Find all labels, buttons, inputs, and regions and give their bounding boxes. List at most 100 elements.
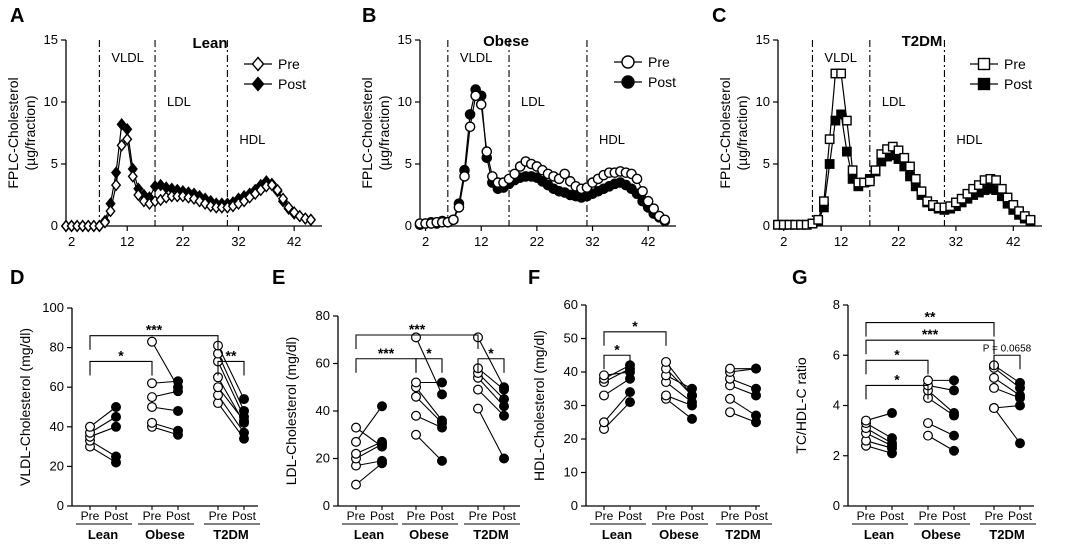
group-label-obese: Obese — [409, 527, 449, 542]
x-tick-label: 12 — [120, 234, 134, 249]
bracket-line — [355, 358, 417, 373]
pair-line — [217, 361, 245, 418]
data-point — [453, 202, 465, 213]
data-point-post — [686, 390, 697, 401]
pair-line — [89, 416, 117, 434]
legend-marker — [251, 56, 265, 72]
series-pre — [773, 68, 1036, 230]
data-point — [110, 178, 122, 192]
pair-line — [603, 378, 631, 396]
data-point — [642, 195, 654, 207]
data-point — [847, 165, 858, 176]
x-tick-label: 12 — [474, 234, 488, 249]
data-point-pre — [351, 479, 362, 490]
data-point-post — [886, 433, 897, 444]
legend-marker — [977, 77, 991, 91]
data-point-post — [624, 397, 635, 408]
data-point — [876, 149, 887, 159]
x-tick-label: 2 — [422, 234, 429, 249]
data-point — [893, 145, 904, 156]
data-point — [1002, 192, 1013, 203]
data-point — [1025, 214, 1036, 225]
zone-label-ldl: LDL — [882, 94, 906, 109]
pair-line — [865, 422, 893, 439]
data-point-post — [437, 455, 448, 466]
bracket-line — [89, 335, 219, 350]
x-tick-label: 2 — [68, 234, 75, 249]
pair-line — [355, 427, 383, 448]
y-tick-label: 0 — [571, 498, 578, 513]
timepoint-label-post: Post — [942, 509, 967, 523]
panel-label: G — [792, 267, 808, 289]
timepoint-label-pre: Pre — [469, 509, 488, 523]
significance-bracket: P = 0.0658 — [983, 343, 1032, 370]
data-point-pre — [84, 421, 95, 432]
group-label-t2dm: T2DM — [725, 527, 760, 542]
panel-title: Obese — [483, 33, 529, 50]
significance-bracket: * — [865, 371, 929, 400]
data-point-post — [173, 405, 184, 416]
significance-label: * — [632, 318, 638, 334]
pair-line — [415, 434, 443, 462]
data-point — [305, 213, 316, 227]
legend-label-post: Post — [278, 76, 306, 92]
pair-line — [477, 337, 505, 388]
bracket-line — [217, 360, 245, 376]
bracket-line — [89, 360, 153, 376]
bracket-line — [865, 339, 995, 355]
data-point — [899, 152, 910, 163]
data-point — [183, 191, 194, 204]
data-point-post — [437, 415, 448, 426]
timepoint-label-pre: Pre — [81, 509, 100, 523]
y-axis-label: FPLC-Cholesterol(µg/fraction) — [717, 77, 750, 188]
timepoint-label-pre: Pre — [985, 509, 1004, 523]
data-point-post — [886, 408, 897, 419]
data-point — [905, 161, 915, 172]
data-point — [448, 214, 459, 226]
pair-line — [415, 386, 443, 421]
significance-bracket: * — [415, 345, 443, 373]
data-point-pre — [724, 393, 735, 404]
legend-label-post: Post — [1004, 76, 1032, 92]
timepoint-label-post: Post — [232, 509, 257, 523]
bracket-line — [355, 334, 479, 349]
data-point-pre — [351, 448, 362, 459]
data-point — [122, 132, 133, 146]
bracket-line — [603, 331, 667, 346]
data-point — [631, 173, 643, 185]
data-point — [194, 194, 205, 208]
timepoint-label-pre: Pre — [209, 509, 228, 523]
bracket-line — [477, 358, 505, 373]
panel-label: E — [272, 267, 285, 289]
data-point-pre — [922, 375, 933, 386]
y-tick-label: 10 — [564, 465, 578, 480]
y-tick-label: 0 — [405, 218, 412, 233]
data-point-pre — [351, 436, 362, 447]
significance-bracket: * — [865, 346, 929, 375]
y-axis-label: TC/HDL-C ratio — [793, 357, 809, 454]
zone-label-ldl: LDL — [167, 94, 191, 109]
data-point-pre — [473, 384, 484, 395]
zone-label-vldl: VLDL — [824, 50, 857, 65]
panel-label: B — [362, 5, 376, 27]
data-point-pre — [988, 382, 999, 393]
data-point-post — [948, 445, 959, 456]
data-point-pre — [988, 403, 999, 414]
panel-label: C — [712, 5, 726, 27]
y-tick-label: 15 — [756, 32, 770, 47]
significance-bracket: * — [477, 345, 505, 373]
y-tick-label: 20 — [564, 431, 578, 446]
group-label-obese: Obese — [921, 527, 961, 542]
y-axis-label: FPLC-Cholesterol(µg/fraction) — [359, 77, 392, 188]
data-point-post — [948, 408, 959, 419]
y-tick-label: 0 — [763, 218, 770, 233]
data-point — [916, 186, 927, 197]
y-tick-label: 10 — [756, 94, 770, 109]
y-axis-label: FPLC-Cholesterol(µg/fraction) — [5, 77, 38, 188]
pair-line — [993, 377, 1021, 396]
y-tick-label: 15 — [44, 32, 58, 47]
pair-line — [477, 408, 505, 459]
y-axis-label-line: FPLC-Cholesterol — [717, 77, 733, 188]
y-tick-label: 20 — [316, 451, 330, 466]
